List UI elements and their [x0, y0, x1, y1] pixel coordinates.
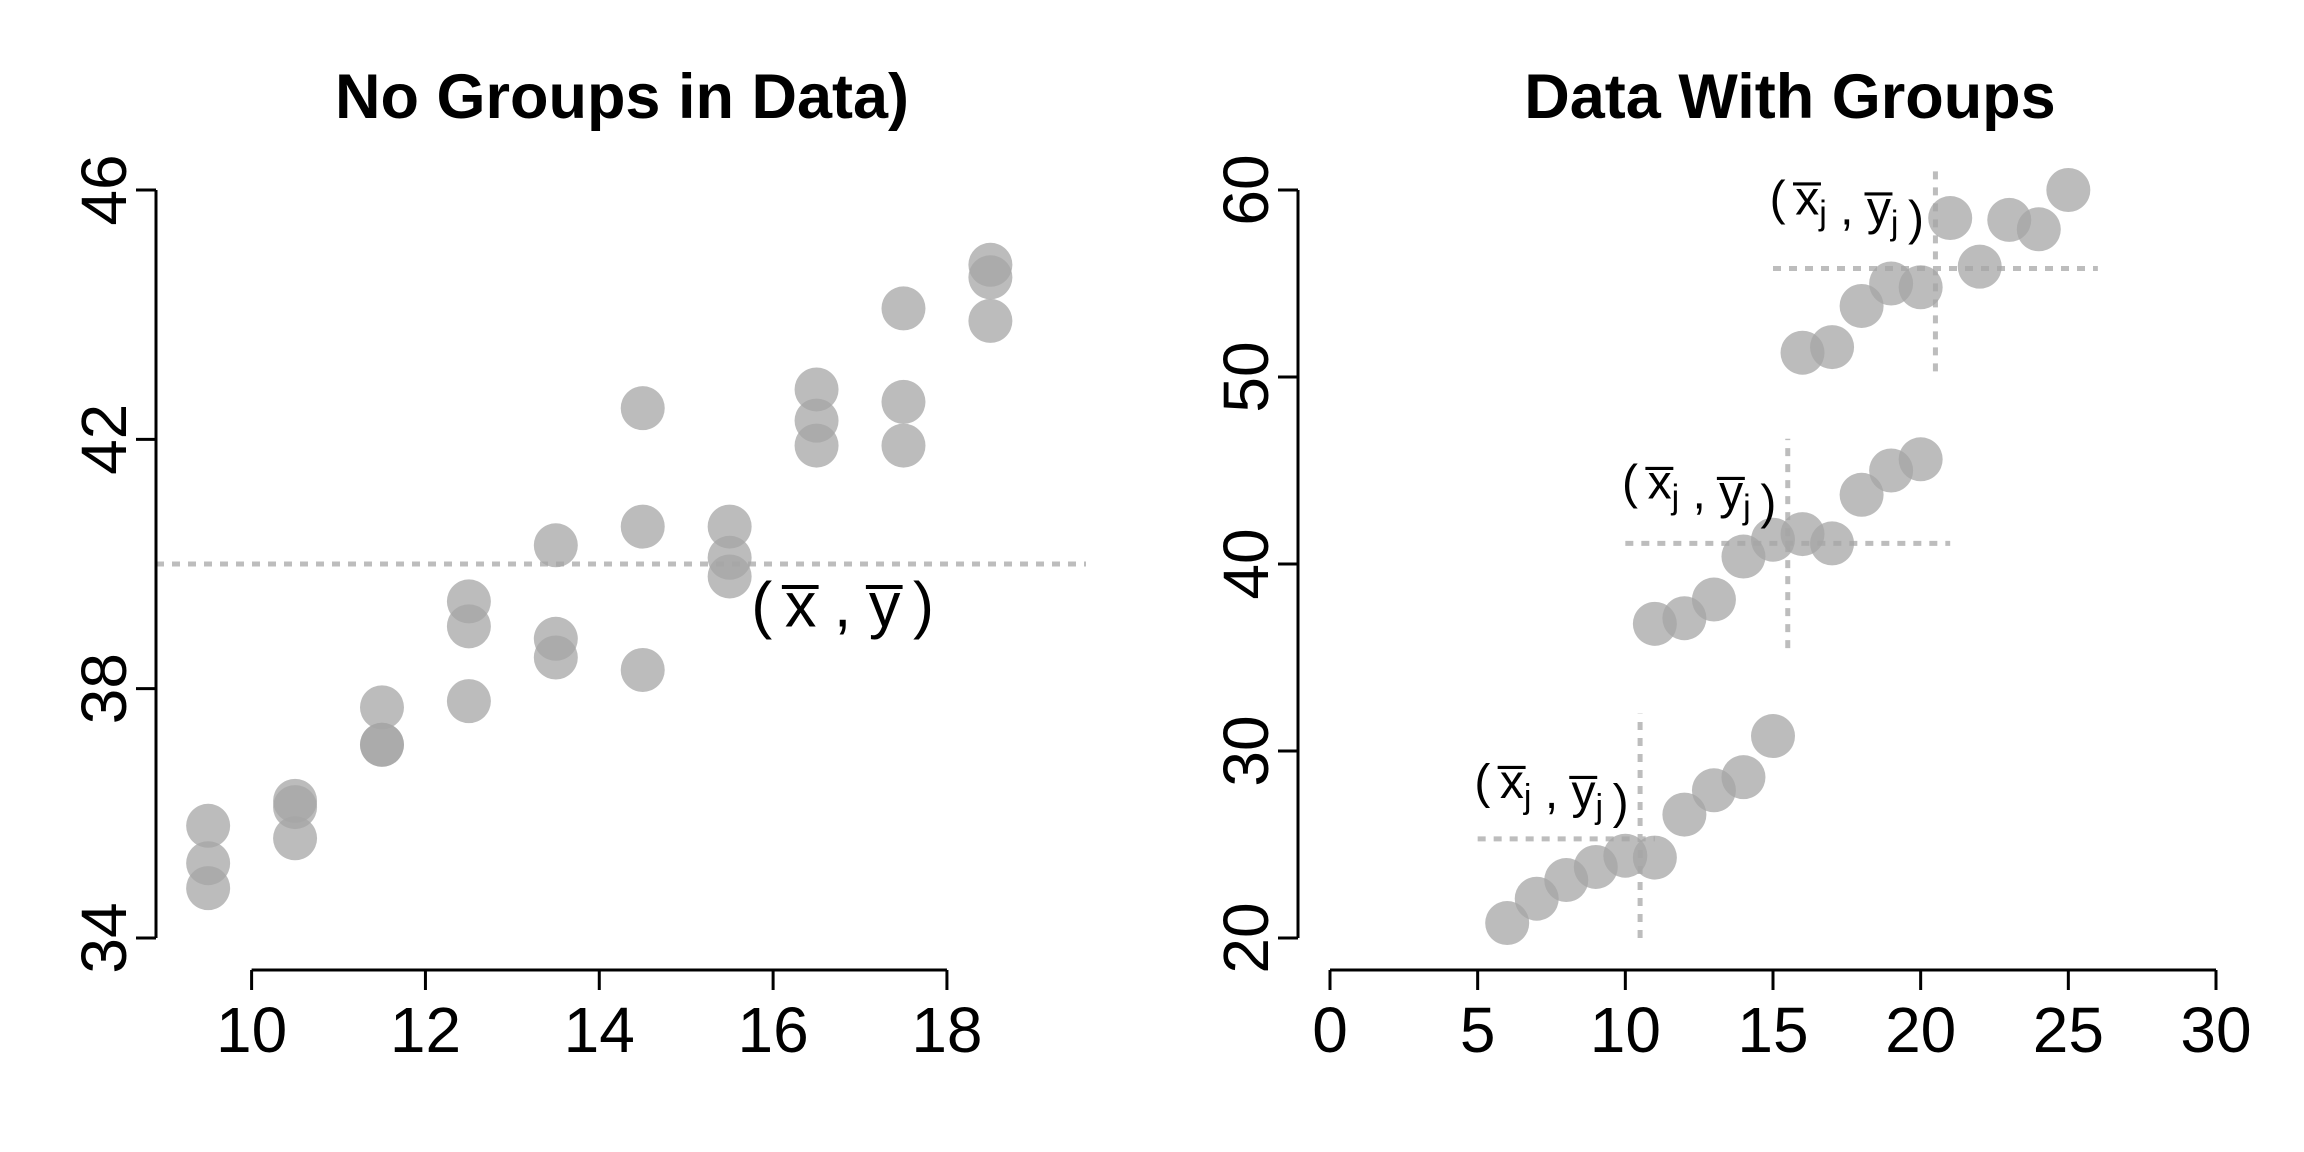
data-point: [707, 504, 752, 549]
data-point: [794, 367, 839, 412]
data-point: [446, 604, 491, 649]
data-point: [1810, 521, 1855, 566]
subscript: j: [1818, 194, 1827, 232]
chart-title-right: Data With Groups: [1524, 62, 2055, 132]
left-x-tick-label: 14: [564, 994, 635, 1066]
label-part: x̅: [1645, 457, 1673, 510]
data-point: [273, 816, 318, 861]
left-y-tick-label: 42: [68, 404, 140, 475]
data-point: [881, 423, 926, 468]
data-points: [1485, 168, 2091, 946]
data-point: [533, 635, 578, 680]
label-part: y̅: [1569, 766, 1597, 819]
label-part: y̅: [1865, 182, 1893, 235]
data-points: [186, 242, 1013, 911]
left-x-tick-label: 12: [390, 994, 461, 1066]
label-part: x̅: [781, 570, 819, 640]
mean-annotations: ( x̅ , y̅ ): [751, 570, 934, 640]
label-part: x̅: [1793, 172, 1821, 225]
right-y-tick-label: 60: [1210, 154, 1282, 225]
data-point: [968, 298, 1013, 343]
chart-title-left: No Groups in Data): [335, 62, 909, 132]
data-point: [1721, 755, 1766, 800]
data-point: [2016, 207, 2061, 252]
label-part: ): [1898, 192, 1924, 245]
right-x-tick-label: 10: [1590, 994, 1661, 1066]
data-point: [881, 379, 926, 424]
right-x-tick-label: 25: [2033, 994, 2104, 1066]
label-part: (: [751, 570, 785, 640]
data-point: [2046, 168, 2091, 212]
right-x-tick-label: 30: [2180, 994, 2251, 1066]
subscript: j: [1671, 479, 1680, 517]
right-x-tick-label: 0: [1312, 994, 1348, 1066]
left-x-tick-label: 18: [911, 994, 982, 1066]
mean-label: ( x̅ , y̅ ): [751, 570, 934, 640]
data-point: [620, 647, 665, 692]
label-part: (: [1770, 172, 1796, 225]
data-point: [968, 255, 1013, 300]
label-part: ,: [816, 570, 869, 640]
data-point: [186, 803, 231, 848]
axes: 34 38 42 46 10 12 14 16 18: [68, 154, 983, 1066]
group-mean-annotations: ( x̅j , y̅j )( x̅j , y̅j )( x̅j , y̅j ): [1474, 172, 1924, 828]
data-point: [1662, 792, 1707, 837]
left-x-tick-label: 10: [216, 994, 287, 1066]
label-part: y̅: [865, 570, 903, 640]
right-x-tick-label: 5: [1460, 994, 1496, 1066]
data-point: [1928, 196, 1973, 241]
data-point: [1810, 325, 1855, 370]
data-point: [446, 679, 491, 724]
data-point: [273, 785, 318, 830]
data-point: [359, 685, 404, 730]
data-point: [1898, 265, 1943, 310]
right-y-tick-label: 40: [1210, 528, 1282, 599]
subscript: j: [1595, 788, 1604, 826]
label-part: x̅: [1498, 756, 1526, 809]
label-part: ,: [1679, 467, 1719, 520]
data-point: [1898, 437, 1943, 482]
right-x-tick-label: 15: [1737, 994, 1808, 1066]
data-point: [1957, 244, 2002, 289]
label-part: ,: [1531, 766, 1571, 819]
label-part: (: [1474, 756, 1500, 809]
subscript: j: [1742, 489, 1751, 527]
subscript: j: [1890, 204, 1899, 242]
label-part: ): [1751, 477, 1777, 530]
label-part: ,: [1827, 182, 1867, 235]
mean-label: ( x̅j , y̅j ): [1474, 756, 1628, 829]
right-y-tick-label: 50: [1210, 341, 1282, 412]
data-point: [1691, 577, 1736, 622]
data-point: [620, 504, 665, 549]
mean-label: ( x̅j , y̅j ): [1622, 457, 1776, 530]
data-point: [794, 423, 839, 468]
right-x-tick-label: 20: [1885, 994, 1956, 1066]
data-point: [1839, 472, 1884, 517]
label-part: (: [1622, 457, 1648, 510]
left-y-tick-label: 34: [68, 902, 140, 973]
data-point: [359, 722, 404, 767]
axes: 20 30 40 50 60 0 5 10 15 20 25 30: [1210, 154, 2252, 1066]
data-point: [620, 386, 665, 431]
subscript: j: [1523, 778, 1532, 816]
left-y-tick-label: 38: [68, 653, 140, 724]
left-x-tick-label: 16: [738, 994, 809, 1066]
right-y-tick-label: 30: [1210, 715, 1282, 786]
left-y-tick-label: 46: [68, 154, 140, 225]
data-point: [1485, 901, 1530, 946]
data-point: [186, 866, 231, 911]
data-point: [881, 286, 926, 331]
label-part: y̅: [1717, 467, 1745, 520]
mean-label: ( x̅j , y̅j ): [1770, 172, 1924, 245]
right-y-tick-label: 20: [1210, 902, 1282, 973]
data-point: [1751, 714, 1795, 759]
data-point: [707, 554, 752, 599]
data-point: [1632, 835, 1677, 880]
label-part: ): [900, 570, 934, 640]
label-part: ): [1603, 776, 1629, 829]
left-scatter-panel: No Groups in Data) 34 38 42 46 10 12 14 16 18 ( …: [68, 62, 1086, 1066]
data-point: [533, 523, 578, 568]
